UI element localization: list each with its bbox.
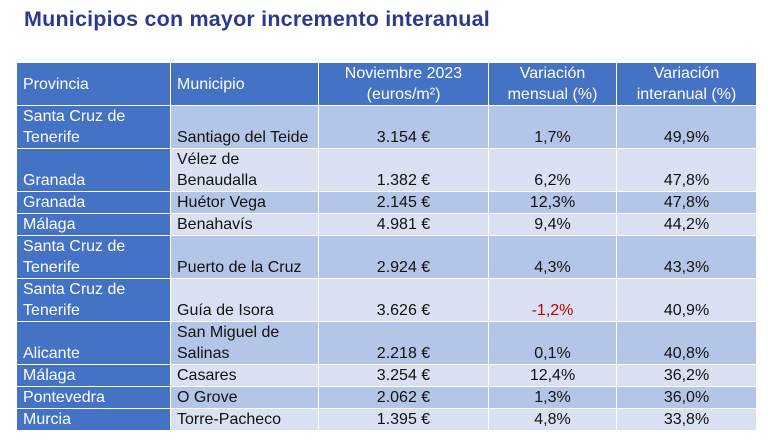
cell-municipio: Benahavís xyxy=(170,213,319,236)
cell-provincia: Murcia xyxy=(16,408,171,431)
cell-precio: 4.981 € xyxy=(318,213,489,236)
cell-municipio: O Grove xyxy=(170,386,319,409)
cell-variacion-mensual: 1,3% xyxy=(488,386,617,409)
cell-variacion-mensual: 0,1% xyxy=(488,321,617,365)
cell-precio: 3.626 € xyxy=(318,278,489,322)
cell-variacion-interanual: 47,8% xyxy=(616,191,757,214)
cell-provincia: Santa Cruz de Tenerife xyxy=(16,235,171,279)
table-row: Murcia Torre-Pacheco 1.395 €4,8% 33,8% xyxy=(16,408,757,431)
cell-municipio: Guía de Isora xyxy=(170,278,319,322)
cell-precio: 2.218 € xyxy=(318,321,489,365)
cell-variacion-interanual: 43,3% xyxy=(616,235,757,279)
cell-variacion-interanual: 36,2% xyxy=(616,364,757,387)
cell-municipio: Casares xyxy=(170,364,319,387)
cell-provincia: Alicante xyxy=(16,321,171,365)
cell-municipio: Vélez de Benaudalla xyxy=(170,148,319,192)
cell-variacion-interanual: 40,8% xyxy=(616,321,757,365)
cell-provincia: Pontevedra xyxy=(16,386,171,409)
cell-variacion-mensual: 4,8% xyxy=(488,408,617,431)
cell-provincia: Málaga xyxy=(16,213,171,236)
cell-precio: 1.382 € xyxy=(318,148,489,192)
cell-variacion-mensual: 6,2% xyxy=(488,148,617,192)
table-row: Santa Cruz de Tenerife Puerto de la Cruz 2… xyxy=(16,235,757,279)
cell-precio: 3.154 € xyxy=(318,105,489,149)
cell-precio: 1.395 € xyxy=(318,408,489,431)
table-row: Pontevedra O Grove 2.062 €1,3% 36,0% xyxy=(16,386,757,409)
cell-variacion-mensual: 12,4% xyxy=(488,364,617,387)
cell-municipio: San Miguel de Salinas xyxy=(170,321,319,365)
table-row: Granada Vélez de Benaudalla 1.382 €6,2% 47,… xyxy=(16,148,757,192)
cell-variacion-interanual: 44,2% xyxy=(616,213,757,236)
cell-provincia: Granada xyxy=(16,191,171,214)
header-precio: Noviembre 2023 (euros/m²) xyxy=(318,62,489,106)
cell-precio: 2.062 € xyxy=(318,386,489,409)
table-row: Santa Cruz de Tenerife Santiago del Teide… xyxy=(16,105,757,149)
table-row: Alicante San Miguel de Salinas 2.218 €0,1%… xyxy=(16,321,757,365)
cell-municipio: Huétor Vega xyxy=(170,191,319,214)
table-row: Málaga Benahavís 4.981 €9,4% 44,2% xyxy=(16,213,757,236)
cell-variacion-interanual: 36,0% xyxy=(616,386,757,409)
cell-municipio: Torre-Pacheco xyxy=(170,408,319,431)
header-row: Provincia Municipio Noviembre 2023 (euro… xyxy=(16,62,757,106)
cell-variacion-mensual: 9,4% xyxy=(488,213,617,236)
cell-precio: 3.254 € xyxy=(318,364,489,387)
cell-variacion-interanual: 49,9% xyxy=(616,105,757,149)
cell-municipio: Santiago del Teide xyxy=(170,105,319,149)
table-row: Santa Cruz de Tenerife Guía de Isora 3.626… xyxy=(16,278,757,322)
page-title: Municipios con mayor incremento interanu… xyxy=(24,7,490,31)
header-variacion-mensual: Variación mensual (%) xyxy=(488,62,617,106)
header-provincia: Provincia xyxy=(16,62,171,106)
cell-variacion-mensual: 12,3% xyxy=(488,191,617,214)
cell-variacion-interanual: 47,8% xyxy=(616,148,757,192)
cell-variacion-mensual: 1,7% xyxy=(488,105,617,149)
header-municipio: Municipio xyxy=(170,62,319,106)
cell-provincia: Granada xyxy=(16,148,171,192)
cell-municipio: Puerto de la Cruz xyxy=(170,235,319,279)
cell-variacion-mensual: 4,3% xyxy=(488,235,617,279)
cell-precio: 2.924 € xyxy=(318,235,489,279)
cell-provincia: Santa Cruz de Tenerife xyxy=(16,105,171,149)
cell-variacion-mensual: -1,2% xyxy=(488,278,617,322)
cell-variacion-interanual: 40,9% xyxy=(616,278,757,322)
table-row: Granada Huétor Vega 2.145 €12,3% 47,8% xyxy=(16,191,757,214)
cell-provincia: Santa Cruz de Tenerife xyxy=(16,278,171,322)
table-row: Málaga Casares 3.254 €12,4% 36,2% xyxy=(16,364,757,387)
cell-precio: 2.145 € xyxy=(318,191,489,214)
cell-provincia: Málaga xyxy=(16,364,171,387)
data-table: Provincia Municipio Noviembre 2023 (euro… xyxy=(16,62,757,431)
cell-variacion-interanual: 33,8% xyxy=(616,408,757,431)
header-variacion-interanual: Variación interanual (%) xyxy=(616,62,757,106)
